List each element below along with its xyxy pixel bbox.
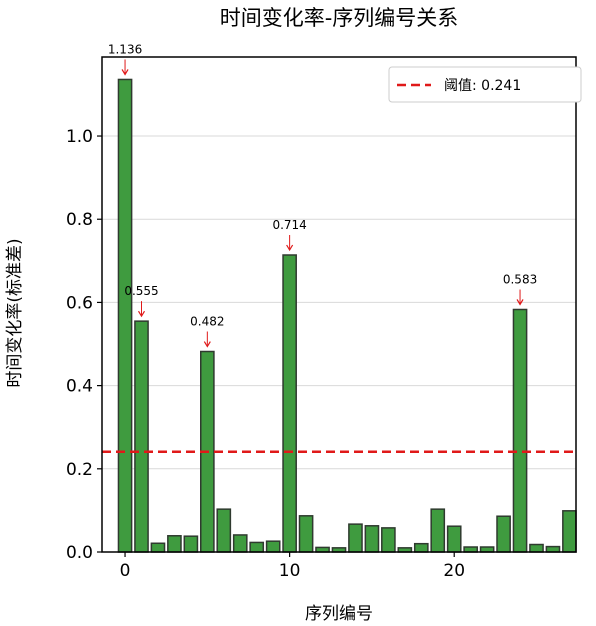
legend-box [388,66,582,103]
grid-lines [102,135,576,470]
chart-title: 时间变化率-序列编号关系 [220,6,459,30]
annotation-arrow-head [203,341,211,348]
y-tick-label: 0.0 [66,543,93,563]
bar [134,320,149,553]
data-label: 0.583 [503,272,537,286]
bar [562,510,577,553]
bars [117,78,577,553]
bar [430,508,446,553]
x-tick-label: 10 [279,561,301,581]
annotations: 1.136 0.555 0.482 0.714 0.583 [108,42,537,348]
plot-frame [101,56,577,553]
bar [446,525,462,553]
bar [117,78,133,553]
bar [216,508,232,553]
annotation-arrow-head [137,310,146,318]
legend: 阈值: 0.241 [388,66,582,103]
y-tick-label: 0.2 [66,460,93,480]
bar [413,542,429,553]
bar [348,523,363,553]
bar [545,545,561,553]
y-tick-label: 0.4 [66,377,93,397]
data-label: 1.136 [108,42,142,56]
y-tick-label: 1.0 [66,127,93,147]
annotation-arrow-head [121,69,129,76]
bar [381,527,396,553]
bar [150,542,166,553]
data-label: 0.714 [272,218,306,232]
x-axis-label: 序列编号 [305,604,373,624]
x-axis-ticks: 0 10 20 [120,552,465,581]
annotation-arrow-head [286,244,294,252]
x-tick-label: 0 [120,561,131,581]
bar [529,543,544,553]
data-label: 0.555 [124,284,158,298]
data-label: 0.482 [190,315,224,329]
x-tick-label: 20 [443,561,465,581]
bar [249,541,265,553]
bar [282,254,297,553]
bar [512,308,528,553]
y-axis-ticks: 0.0 0.2 0.4 0.6 0.8 1.0 [66,127,102,563]
y-tick-label: 0.6 [66,293,93,313]
bar [183,535,199,553]
annotation-arrow-head [516,299,524,306]
y-axis-label: 时间变化率(标准差) [5,238,25,387]
bar [298,515,314,553]
bar [265,540,281,553]
bar [232,534,248,553]
bar [167,535,182,553]
bar [496,515,511,553]
bar [364,525,380,553]
legend-threshold-label: 阈值: 0.241 [444,78,521,94]
y-tick-label: 0.8 [66,210,93,230]
